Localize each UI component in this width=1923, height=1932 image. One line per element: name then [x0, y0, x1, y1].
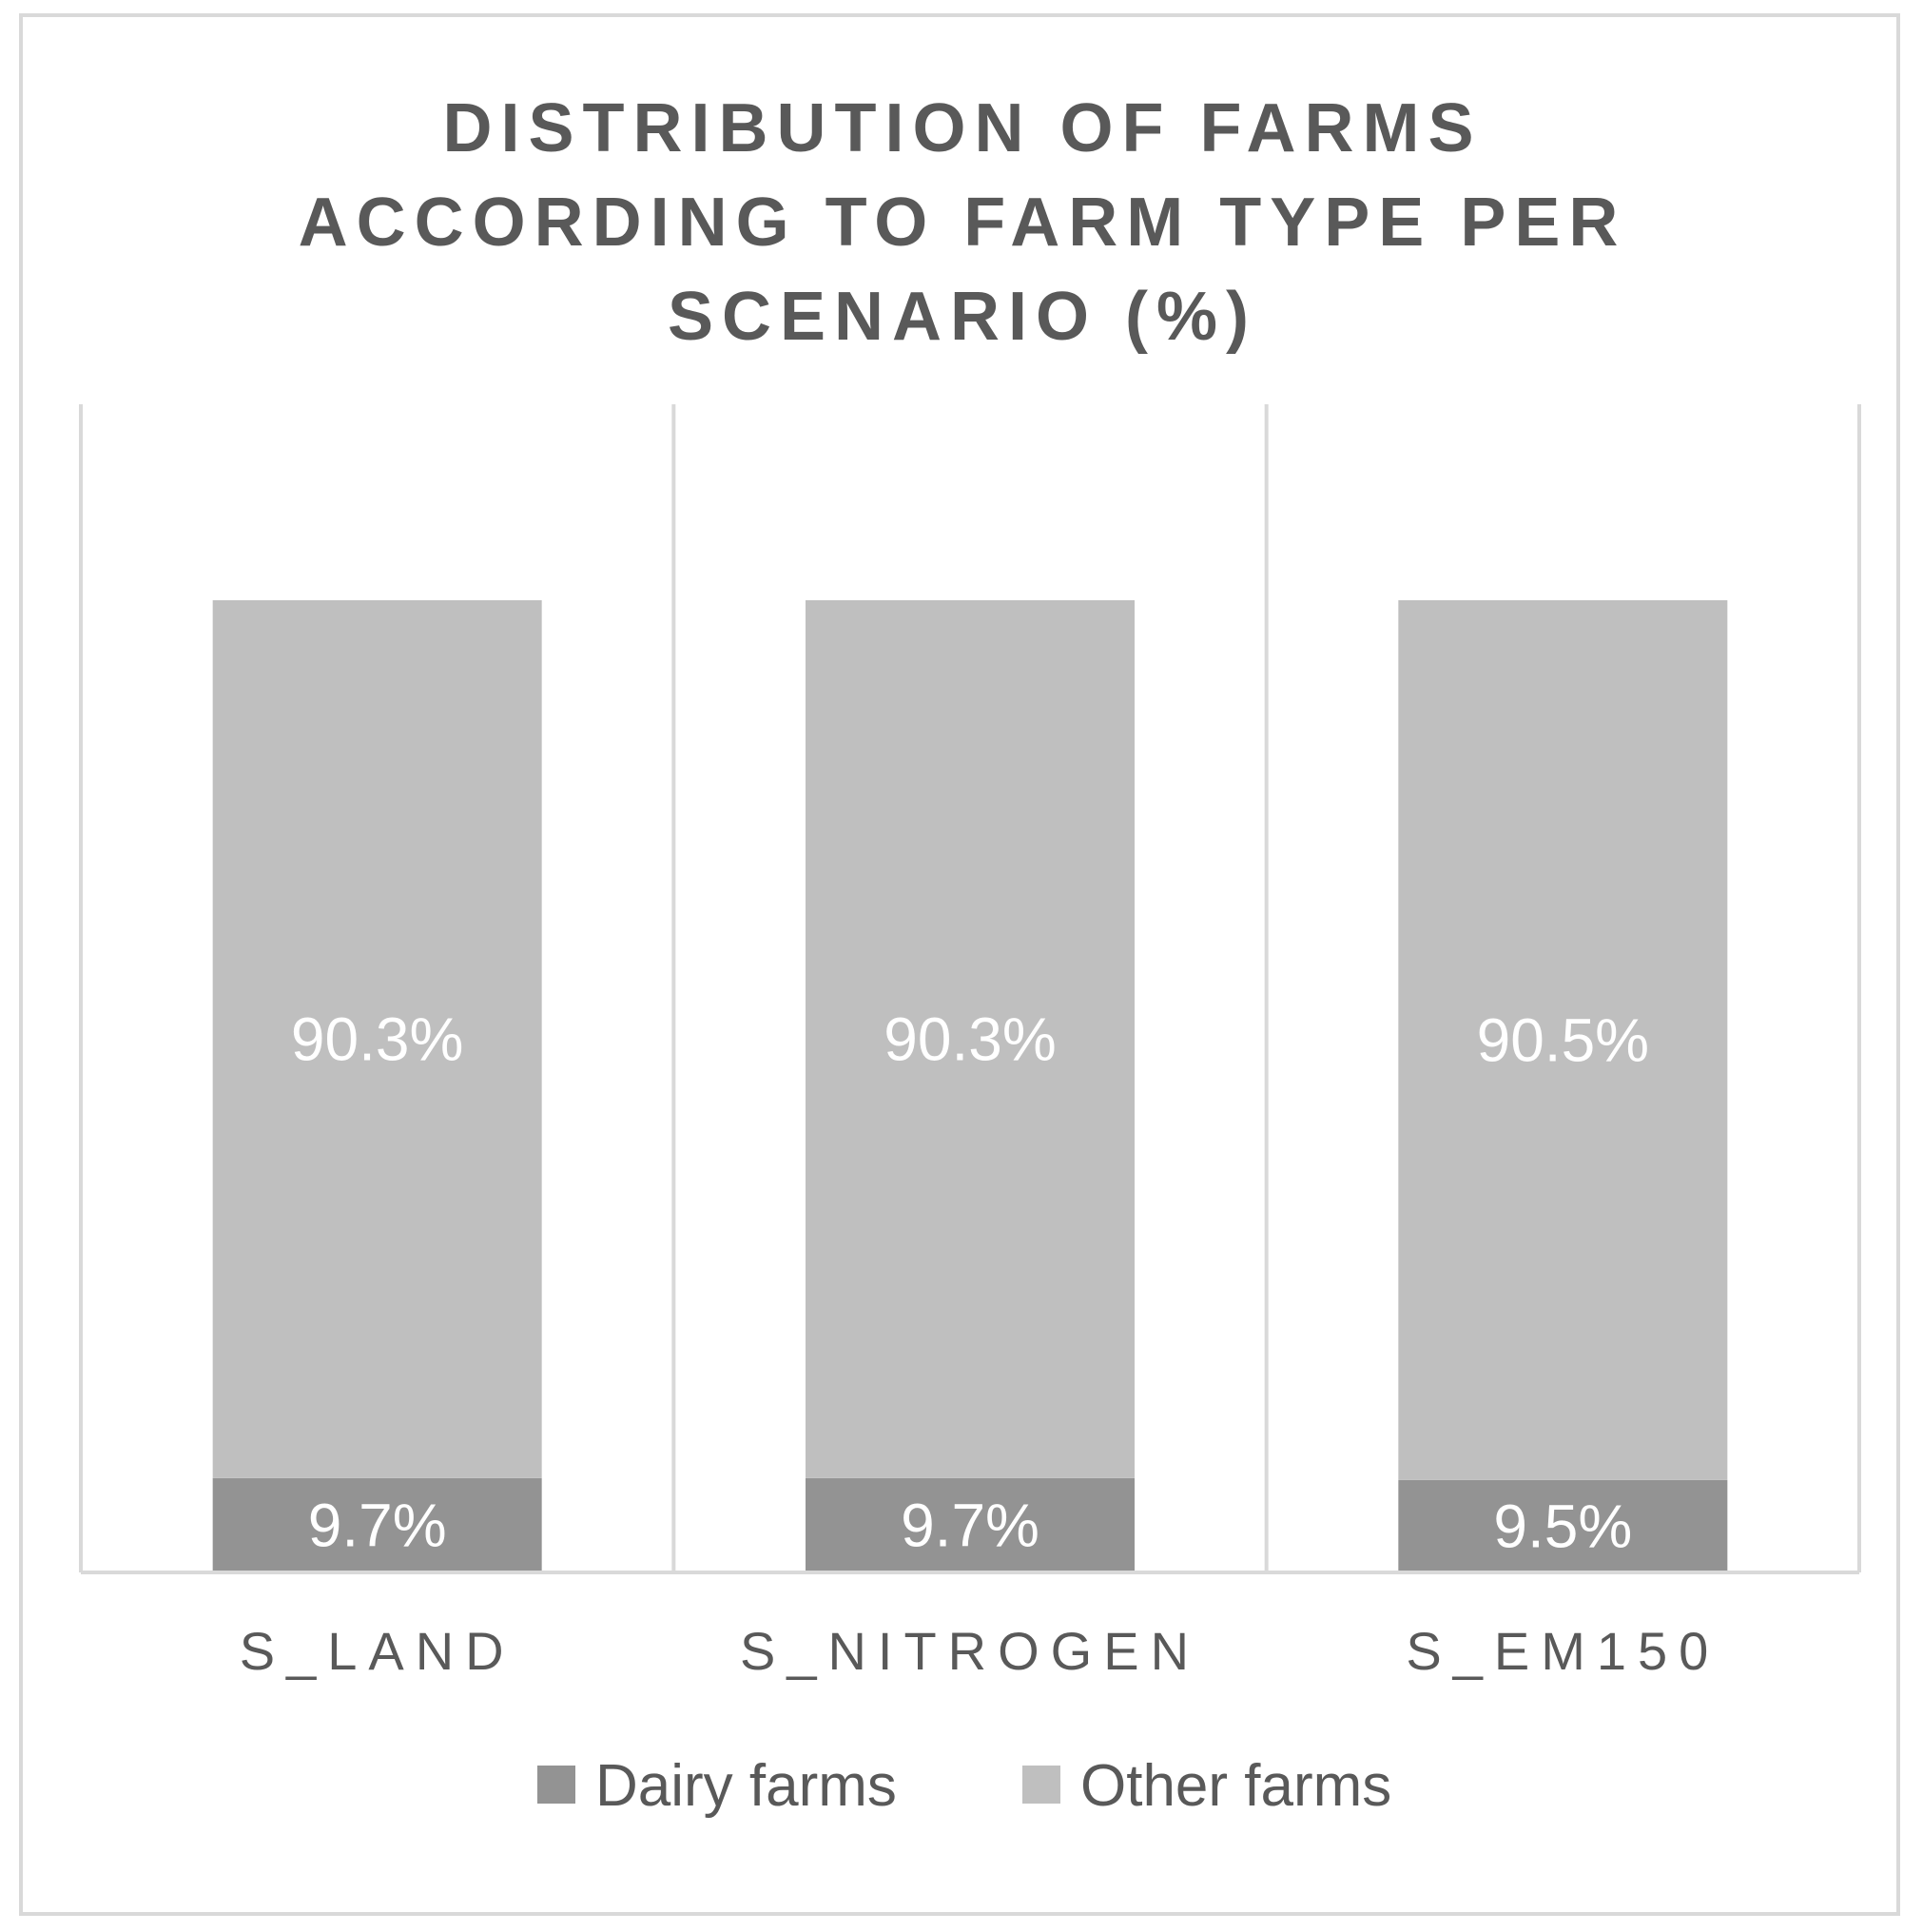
data-label: 90.5%: [1477, 1005, 1649, 1074]
legend-swatch-dairy-farms: [537, 1766, 575, 1804]
data-label: 9.7%: [308, 1491, 447, 1559]
data-label: 9.7%: [901, 1491, 1039, 1559]
data-label: 90.3%: [291, 1005, 463, 1073]
legend-swatch-other-farms: [1022, 1766, 1060, 1804]
legend: Dairy farms Other farms: [537, 1753, 1391, 1819]
bar-s-land-other-farms: [212, 600, 542, 1478]
legend-label: Dairy farms: [595, 1753, 897, 1819]
data-labels: 9.7% 90.3% 9.7% 90.3% 9.5% 90.5%: [291, 1005, 1649, 1560]
chart-title: DISTRIBUTION OF FARMS ACCORDING TO FARM …: [299, 90, 1627, 355]
chart-title-line-1: DISTRIBUTION OF FARMS: [443, 90, 1483, 166]
bar-s-em150-dairy-farms: [1398, 1479, 1728, 1572]
bars: [212, 600, 1728, 1572]
data-label: 90.3%: [884, 1005, 1056, 1073]
data-label: 9.5%: [1493, 1492, 1632, 1560]
bar-s-land-dairy-farms: [212, 1477, 542, 1572]
chart-title-line-3: SCENARIO (%): [668, 279, 1257, 355]
category-label: S_EM150: [1406, 1621, 1719, 1681]
category-label: S_LAND: [240, 1621, 515, 1681]
category-gridlines: [79, 404, 1861, 1572]
category-labels: S_LAND S_NITROGEN S_EM150: [240, 1621, 1719, 1681]
bar-s-nitrogen-other-farms: [806, 600, 1135, 1478]
bar-s-em150-other-farms: [1398, 600, 1728, 1480]
chart-title-line-2: ACCORDING TO FARM TYPE PER: [299, 185, 1627, 261]
bar-s-nitrogen-dairy-farms: [806, 1477, 1135, 1572]
legend-label: Other farms: [1080, 1753, 1391, 1819]
category-label: S_NITROGEN: [740, 1621, 1200, 1681]
